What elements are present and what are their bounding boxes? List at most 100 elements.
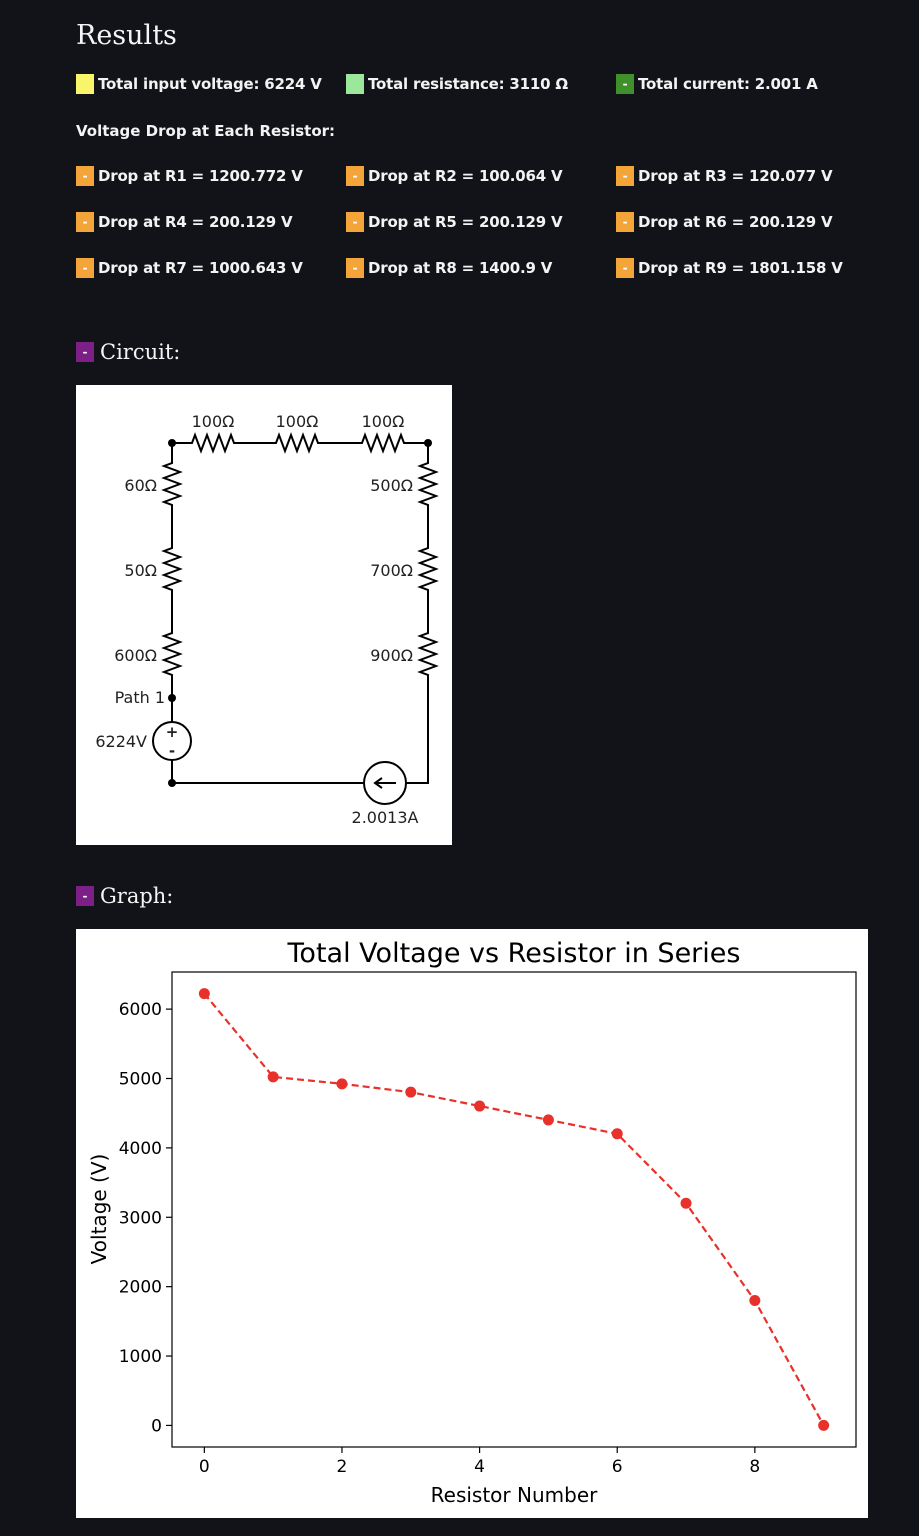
circuit-section-title: - Circuit: xyxy=(76,340,180,364)
drop-r8-item: - Drop at R8 = 1400.9 V xyxy=(346,258,552,278)
series-points xyxy=(198,988,830,1431)
top-resistor-label-1: 100Ω xyxy=(192,412,235,431)
drop-r5-label: Drop at R5 = 200.129 V xyxy=(368,213,563,231)
orange-badge-icon: - xyxy=(76,212,94,232)
total-current-label: Total current: 2.001 A xyxy=(638,75,818,93)
data-point xyxy=(542,1114,554,1126)
source-voltage-label: 6224V xyxy=(95,732,147,751)
left-wire xyxy=(161,443,183,698)
data-point xyxy=(198,988,210,1000)
results-heading: Results xyxy=(76,20,177,51)
purple-badge-icon: - xyxy=(76,342,94,362)
right-resistor-label-1: 500Ω xyxy=(370,476,413,495)
drop-r4-label: Drop at R4 = 200.129 V xyxy=(98,213,293,231)
top-wire xyxy=(172,432,428,454)
left-resistor-label-1: 60Ω xyxy=(124,476,157,495)
darkgreen-badge-icon: - xyxy=(616,74,634,94)
current-source-icon xyxy=(363,761,407,805)
drop-r3-label: Drop at R3 = 120.077 V xyxy=(638,167,833,185)
data-point xyxy=(336,1078,348,1090)
y-tick-label: 3000 xyxy=(119,1208,162,1228)
graph-section-title: - Graph: xyxy=(76,884,173,908)
y-tick-label: 5000 xyxy=(119,1070,162,1090)
yellow-badge-icon: - xyxy=(76,74,94,94)
y-tick-label: 6000 xyxy=(119,1000,162,1020)
orange-badge-icon: - xyxy=(616,212,634,232)
right-resistor-label-2: 700Ω xyxy=(370,561,413,580)
circuit-diagram: 100Ω 100Ω 100Ω 60Ω 50Ω 600Ω 500Ω 700Ω 90… xyxy=(76,385,452,845)
drop-r3-item: - Drop at R3 = 120.077 V xyxy=(616,166,833,186)
source-current-label: 2.0013A xyxy=(352,808,419,827)
data-point xyxy=(405,1086,417,1098)
drop-r6-item: - Drop at R6 = 200.129 V xyxy=(616,212,833,232)
right-resistor-label-3: 900Ω xyxy=(370,646,413,665)
drop-r2-label: Drop at R2 = 100.064 V xyxy=(368,167,563,185)
circuit-svg: 100Ω 100Ω 100Ω 60Ω 50Ω 600Ω 500Ω 700Ω 90… xyxy=(95,412,439,827)
graph-title: Graph: xyxy=(100,884,174,908)
lightgreen-badge-icon: - xyxy=(346,74,364,94)
data-point xyxy=(749,1294,761,1306)
x-axis-label: Resistor Number xyxy=(431,1483,598,1507)
drop-r5-item: - Drop at R5 = 200.129 V xyxy=(346,212,563,232)
node-dot xyxy=(424,439,432,447)
series-line xyxy=(203,992,825,1426)
voltage-drop-title: Voltage Drop at Each Resistor: xyxy=(76,122,336,140)
y-axis-ticks: 0 1000 2000 3000 4000 5000 6000 xyxy=(119,1000,172,1436)
total-voltage-label: Total input voltage: 6224 V xyxy=(98,75,322,93)
path-label: Path 1 xyxy=(115,688,165,707)
drop-r9-label: Drop at R9 = 1801.158 V xyxy=(638,259,843,277)
plot-frame xyxy=(171,971,857,1448)
total-current-metric: - Total current: 2.001 A xyxy=(616,74,818,94)
total-resistance-label: Total resistance: 3110 Ω xyxy=(368,75,568,93)
top-resistor-label-3: 100Ω xyxy=(362,412,405,431)
data-point xyxy=(818,1419,830,1431)
data-point xyxy=(267,1071,279,1083)
x-tick-label: 4 xyxy=(474,1457,485,1477)
orange-badge-icon: - xyxy=(346,212,364,232)
total-voltage-metric: - Total input voltage: 6224 V xyxy=(76,74,322,94)
drop-r7-label: Drop at R7 = 1000.643 V xyxy=(98,259,303,277)
drop-r8-label: Drop at R8 = 1400.9 V xyxy=(368,259,553,277)
purple-badge-icon: - xyxy=(76,886,94,906)
chart-svg: Total Voltage vs Resistor in Series 0 100… xyxy=(87,938,857,1507)
voltage-chart: Total Voltage vs Resistor in Series 0 100… xyxy=(76,929,868,1518)
left-resistor-label-3: 600Ω xyxy=(114,646,157,665)
drop-r2-item: - Drop at R2 = 100.064 V xyxy=(346,166,563,186)
chart-title: Total Voltage vs Resistor in Series xyxy=(287,938,741,969)
drop-r4-item: - Drop at R4 = 200.129 V xyxy=(76,212,293,232)
drop-r7-item: - Drop at R7 = 1000.643 V xyxy=(76,258,303,278)
top-resistor-label-2: 100Ω xyxy=(276,412,319,431)
node-dot xyxy=(168,779,176,787)
orange-badge-icon: - xyxy=(76,166,94,186)
x-axis-ticks: 0 2 4 6 8 xyxy=(199,1447,760,1477)
drop-r9-item: - Drop at R9 = 1801.158 V xyxy=(616,258,843,278)
x-tick-label: 8 xyxy=(749,1457,760,1477)
y-tick-label: 1000 xyxy=(119,1347,162,1367)
node-dot xyxy=(168,439,176,447)
y-axis-label: Voltage (V) xyxy=(87,1154,111,1265)
voltage-source-icon xyxy=(152,721,192,761)
orange-badge-icon: - xyxy=(616,166,634,186)
data-point xyxy=(680,1197,692,1209)
data-point xyxy=(474,1100,486,1112)
orange-badge-icon: - xyxy=(616,258,634,278)
orange-badge-icon: - xyxy=(346,258,364,278)
y-tick-label: 0 xyxy=(151,1416,162,1436)
orange-badge-icon: - xyxy=(346,166,364,186)
node-dot xyxy=(168,694,176,702)
current-arrow-icon xyxy=(373,777,396,789)
circuit-title: Circuit: xyxy=(100,340,181,364)
x-tick-label: 0 xyxy=(199,1457,210,1477)
orange-badge-icon: - xyxy=(76,258,94,278)
drop-r6-label: Drop at R6 = 200.129 V xyxy=(638,213,833,231)
plus-sign: + xyxy=(166,723,179,741)
minus-sign: - xyxy=(169,742,175,760)
x-tick-label: 6 xyxy=(612,1457,623,1477)
right-wire xyxy=(406,443,439,784)
left-resistor-label-2: 50Ω xyxy=(124,561,157,580)
y-tick-label: 2000 xyxy=(119,1278,162,1298)
drop-r1-label: Drop at R1 = 1200.772 V xyxy=(98,167,303,185)
y-tick-label: 4000 xyxy=(119,1139,162,1159)
total-resistance-metric: - Total resistance: 3110 Ω xyxy=(346,74,568,94)
data-point xyxy=(611,1128,623,1140)
